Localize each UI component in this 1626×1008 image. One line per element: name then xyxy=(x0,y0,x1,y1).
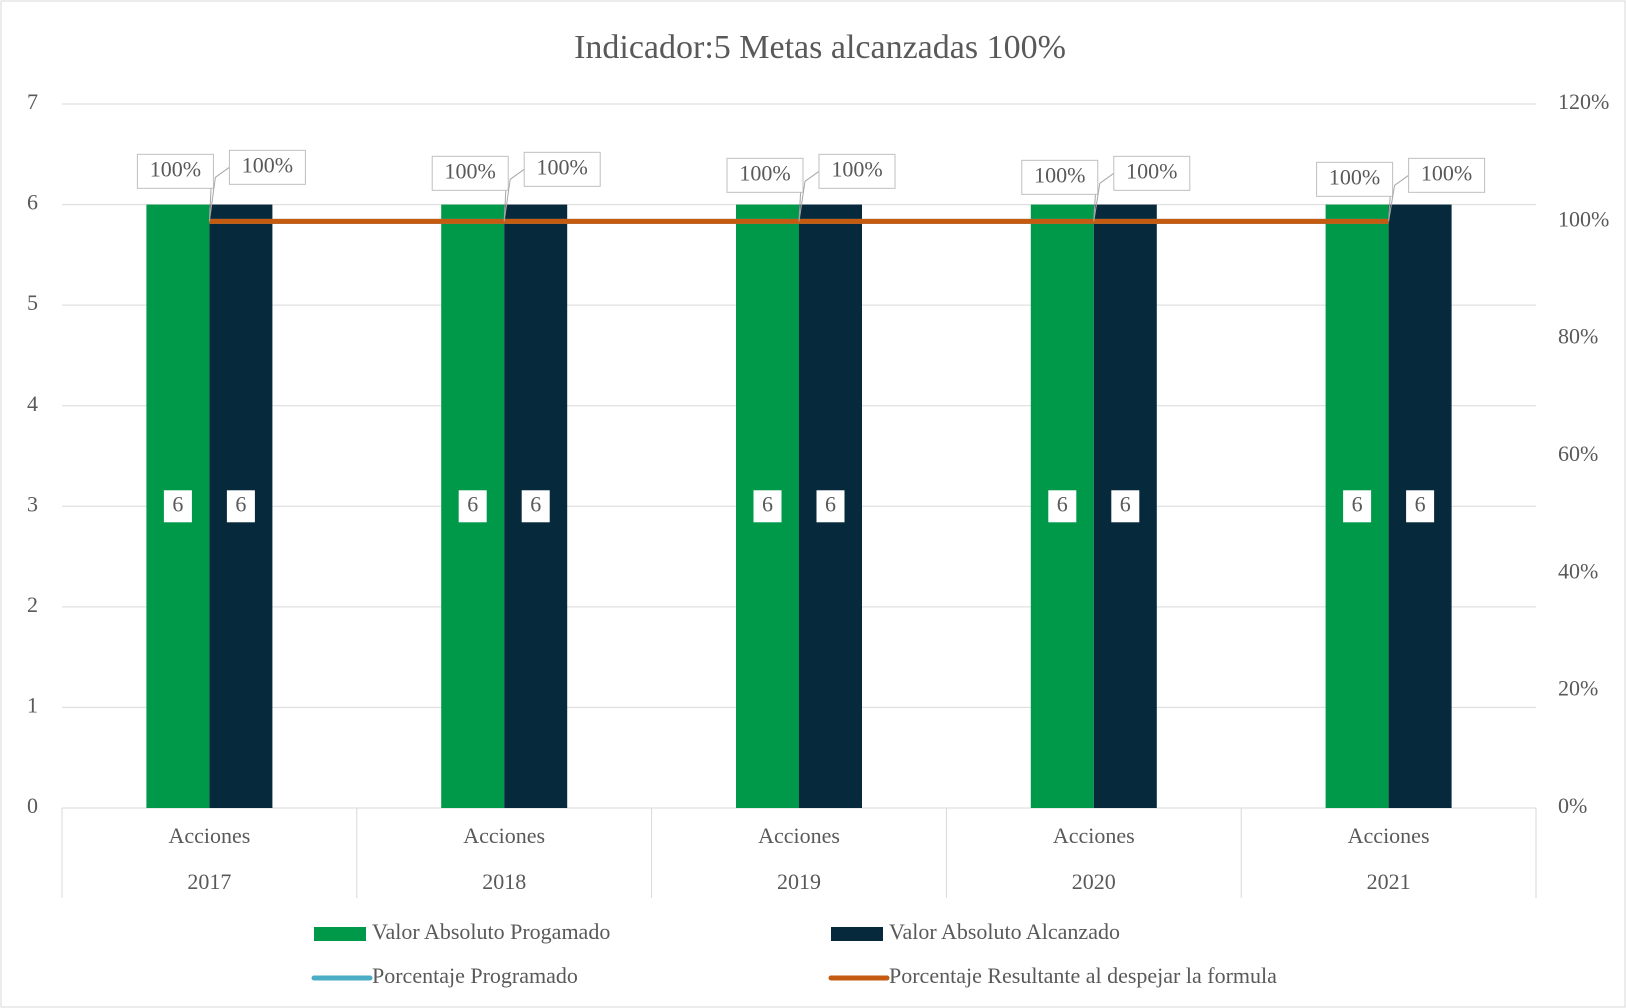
legend-label: Valor Absoluto Progamado xyxy=(372,919,610,944)
data-label-box xyxy=(1021,159,1099,195)
data-label-box xyxy=(228,149,306,185)
data-label: 100% xyxy=(242,152,293,177)
data-label-box xyxy=(1111,490,1140,523)
y-tick-label: 6 xyxy=(27,190,38,215)
data-label-box xyxy=(818,153,896,189)
legend-label: Valor Absoluto Alcanzado xyxy=(889,919,1120,944)
data-label: 6 xyxy=(1352,491,1363,516)
x-group-label: 2021 xyxy=(1367,869,1411,894)
x-group-label: 2018 xyxy=(482,869,526,894)
label-leader xyxy=(1388,174,1409,222)
data-label: 6 xyxy=(1415,491,1426,516)
y2-tick-label: 0% xyxy=(1558,793,1587,818)
x-tick-label: Acciones xyxy=(1053,823,1135,848)
data-label: 6 xyxy=(467,491,478,516)
data-label: 100% xyxy=(150,156,201,181)
legend-label: Porcentaje Programado xyxy=(372,963,578,988)
y2-tick-label: 60% xyxy=(1558,441,1598,466)
data-label-box xyxy=(1048,490,1077,523)
data-label-box xyxy=(1408,157,1486,193)
data-label-box xyxy=(1343,490,1372,523)
x-group-label: 2019 xyxy=(777,869,821,894)
data-label: 6 xyxy=(172,491,183,516)
data-label: 6 xyxy=(530,491,541,516)
legend-swatch xyxy=(314,927,366,941)
y-tick-label: 2 xyxy=(27,592,38,617)
label-leader xyxy=(208,166,230,222)
data-label-box xyxy=(1406,490,1435,523)
y2-tick-label: 40% xyxy=(1558,558,1598,583)
legend-swatch xyxy=(831,927,883,941)
data-label-box xyxy=(431,155,509,191)
y2-tick-label: 20% xyxy=(1558,676,1598,701)
x-group-label: 2020 xyxy=(1072,869,1116,894)
y2-tick-label: 120% xyxy=(1558,89,1609,114)
data-label: 6 xyxy=(825,491,836,516)
data-label: 6 xyxy=(762,491,773,516)
data-label-box xyxy=(523,151,601,187)
x-tick-label: Acciones xyxy=(758,823,840,848)
y2-tick-label: 100% xyxy=(1558,206,1609,231)
data-label-box xyxy=(136,153,214,189)
x-group-label: 2017 xyxy=(187,869,231,894)
label-leader xyxy=(503,168,525,222)
data-label-box xyxy=(1113,155,1191,191)
data-label-box xyxy=(226,490,255,523)
data-label-box xyxy=(753,490,782,523)
x-tick-label: Acciones xyxy=(463,823,545,848)
data-label: 100% xyxy=(739,160,790,185)
data-label: 6 xyxy=(1120,491,1131,516)
data-label-box xyxy=(726,157,804,193)
label-leader xyxy=(798,170,820,222)
data-label: 100% xyxy=(1126,158,1177,183)
data-label: 100% xyxy=(1329,164,1380,189)
chart-title: Indicador:5 Metas alcanzadas 100% xyxy=(574,29,1066,66)
data-label-box xyxy=(521,490,550,523)
y-tick-label: 1 xyxy=(27,692,38,717)
y-tick-label: 7 xyxy=(27,89,38,114)
data-label: 100% xyxy=(1034,162,1085,187)
data-label-box xyxy=(1316,161,1394,197)
x-tick-label: Acciones xyxy=(168,823,250,848)
y-tick-label: 4 xyxy=(27,391,38,416)
data-label: 6 xyxy=(235,491,246,516)
label-leader xyxy=(1093,172,1115,222)
x-tick-label: Acciones xyxy=(1348,823,1430,848)
y2-tick-label: 80% xyxy=(1558,324,1598,349)
y-tick-label: 3 xyxy=(27,491,38,516)
data-label: 100% xyxy=(445,158,496,183)
data-label-box xyxy=(163,490,192,523)
data-label: 6 xyxy=(1057,491,1068,516)
data-label-box xyxy=(816,490,845,523)
data-label: 100% xyxy=(831,156,882,181)
data-label: 100% xyxy=(537,154,588,179)
legend-label: Porcentaje Resultante al despejar la for… xyxy=(889,963,1277,988)
data-label: 100% xyxy=(1421,160,1472,185)
data-label-box xyxy=(458,490,487,523)
y-tick-label: 5 xyxy=(27,290,38,315)
y-tick-label: 0 xyxy=(27,793,38,818)
